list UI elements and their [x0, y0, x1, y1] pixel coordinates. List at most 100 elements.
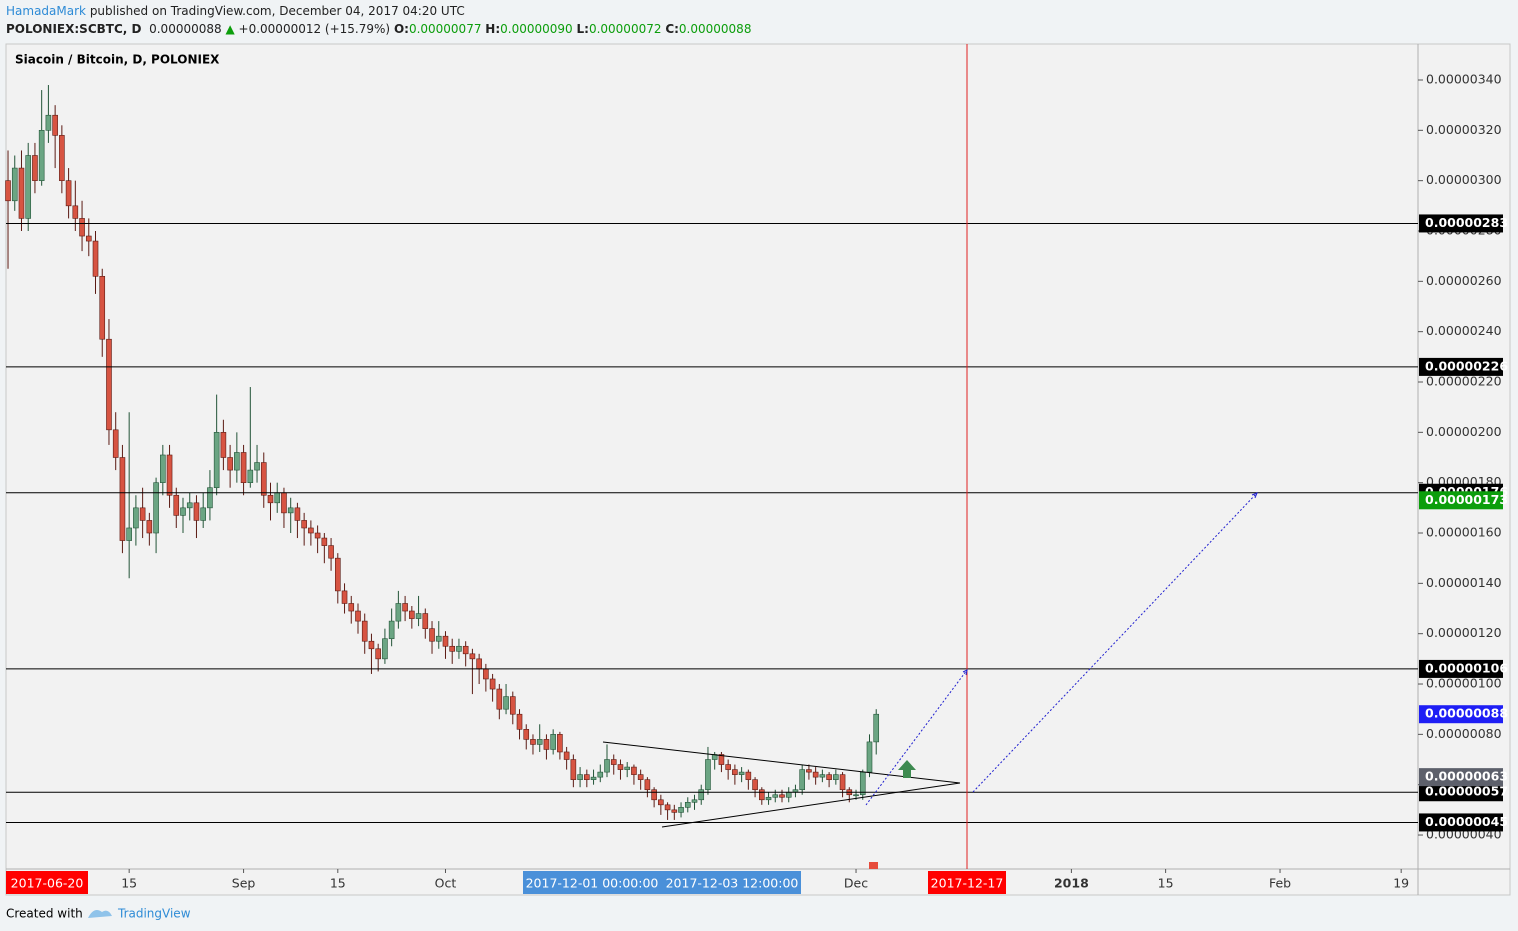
projection [972, 492, 1258, 793]
x-tick-label: Sep [232, 876, 256, 891]
l-value: 0.00000072 [588, 22, 662, 36]
candle-body [839, 774, 846, 791]
candle-body [186, 502, 193, 509]
x-tick-label: Oct [435, 876, 457, 891]
candle-body [604, 759, 610, 773]
candle-body [287, 507, 294, 514]
candle-body [873, 713, 880, 743]
candle-body [160, 454, 166, 483]
candle-body [395, 603, 402, 622]
price-label-bg [1419, 491, 1503, 510]
level-label: 0.00000045 [1425, 814, 1508, 829]
candle-body [536, 739, 543, 745]
candle-body [725, 764, 731, 770]
candle-body [442, 635, 449, 647]
h-value: 0.00000090 [500, 22, 573, 36]
time-highlight: 2017-06-20 [11, 876, 84, 891]
x-tick-label: 19 [1393, 876, 1409, 891]
candle-body [267, 494, 274, 504]
o-label: O: [393, 22, 409, 36]
candle-body [779, 794, 785, 798]
level-label: 0.00000106 [1425, 660, 1508, 675]
candle-body [617, 764, 624, 770]
last: 0.00000088 [149, 22, 222, 36]
candle-body [119, 457, 126, 541]
price-label-bg [1419, 768, 1503, 787]
level-label-bg [1419, 659, 1503, 678]
triangle-upper [602, 741, 961, 784]
candle-body [11, 167, 18, 202]
candle-body [543, 739, 550, 750]
candle-body [65, 180, 72, 207]
candle-body [213, 432, 220, 489]
logo[interactable] [88, 910, 112, 918]
candle-body [368, 640, 375, 650]
candle-body [146, 520, 153, 534]
candle-body [812, 771, 819, 778]
candle-body [691, 799, 698, 803]
time-highlight: 2017-12-03 12:00:00 [666, 876, 799, 891]
candle-body [449, 645, 456, 652]
footer-brand[interactable]: TradingView [117, 907, 191, 921]
candle-body [133, 507, 139, 529]
y-tick-label: 0.00000080 [1426, 726, 1502, 741]
c-label: C: [665, 22, 679, 36]
y-tick-label: 0.00000160 [1426, 525, 1502, 540]
candle-body [321, 537, 328, 546]
candle-body [651, 789, 657, 801]
candle-body [664, 804, 671, 811]
candle-body [732, 769, 738, 775]
y-tick-label: 0.00000320 [1426, 122, 1502, 137]
level-label-bg [1419, 813, 1503, 832]
candle-body [435, 635, 442, 642]
candle-body [227, 457, 233, 471]
y-tick-label: 0.00000200 [1426, 424, 1502, 439]
candle-body [772, 794, 779, 798]
candle-body [247, 469, 254, 483]
candle-body [240, 452, 247, 483]
price-label: 0.00000173 [1425, 492, 1508, 507]
y-tick-label: 0.00000140 [1426, 575, 1502, 590]
candle-body [274, 492, 281, 504]
plot [5, 85, 1418, 823]
candle-body [785, 791, 792, 798]
candle-body [112, 429, 119, 458]
author[interactable]: HamadaMark [6, 4, 86, 18]
candle-body [610, 759, 617, 765]
candle-body [570, 759, 577, 780]
candle-body [38, 130, 45, 181]
l-label: L: [576, 22, 589, 36]
candle-body [260, 462, 267, 496]
candle-body [530, 739, 536, 745]
candle-body [550, 734, 556, 750]
candle-body [671, 809, 678, 813]
highlight-bg [6, 871, 88, 894]
candle-body [32, 155, 38, 181]
candle-body [79, 218, 85, 237]
candle-body [375, 648, 381, 660]
candle-body [799, 769, 805, 791]
candle-body [45, 114, 52, 131]
candle-body [658, 799, 664, 806]
candle-body [25, 155, 32, 219]
candle-body [597, 771, 604, 778]
candle-body [745, 771, 752, 780]
candle-body [314, 532, 321, 539]
up-icon: ▲ [225, 22, 235, 36]
symbol: POLONIEX:SCBTC, D [6, 22, 142, 36]
candle-body [173, 494, 180, 516]
candle-body [489, 678, 496, 690]
candle-body [624, 766, 630, 770]
level-label-bg [1419, 357, 1503, 376]
candle-body [422, 613, 429, 629]
candle-body [166, 454, 173, 496]
candle-body [361, 620, 368, 642]
header-line: HamadaMark published on TradingView.com,… [6, 4, 465, 18]
candle-body [584, 774, 590, 780]
candle-body [254, 462, 260, 471]
candle-body [577, 774, 583, 780]
ohlc-line: POLONIEX:SCBTC, D 0.00000088 ▲ +0.000000… [6, 22, 751, 36]
candle-body [402, 603, 408, 612]
candle-body [462, 645, 469, 655]
